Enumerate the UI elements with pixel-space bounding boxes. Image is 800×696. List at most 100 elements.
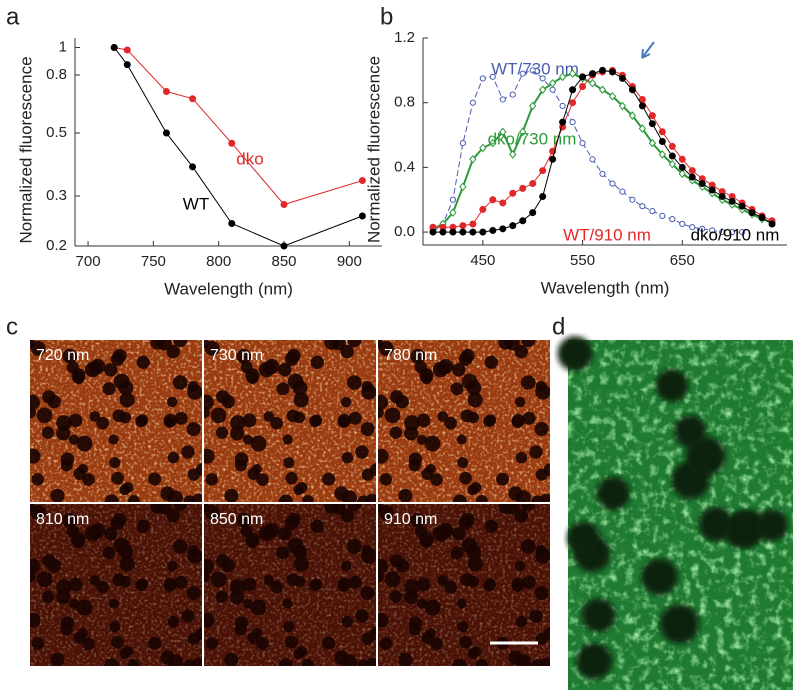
marker: [668, 142, 676, 150]
marker: [189, 95, 197, 103]
marker: [589, 70, 597, 78]
cell: [56, 579, 72, 595]
marker: [509, 189, 517, 197]
marker: [228, 220, 236, 228]
series-label: dko: [236, 149, 263, 168]
cell: [230, 579, 246, 595]
cell: [76, 435, 93, 452]
marker: [689, 224, 696, 231]
marker: [499, 199, 507, 207]
panel-label: d: [552, 313, 565, 340]
cell: [205, 637, 218, 650]
cell: [476, 494, 488, 502]
cell: [322, 472, 336, 486]
cell: [724, 513, 760, 549]
cell: [755, 509, 788, 542]
cell: [466, 380, 482, 396]
marker: [638, 95, 646, 103]
cell: [122, 482, 134, 493]
cell: [341, 451, 354, 464]
cell: [410, 348, 426, 364]
cell: [514, 508, 528, 523]
cell: [110, 352, 125, 366]
cell: [283, 457, 295, 469]
cell: [293, 556, 309, 572]
marker: [668, 159, 676, 169]
cell: [104, 527, 118, 541]
cell: [285, 471, 298, 485]
marker: [519, 70, 526, 77]
cell: [76, 599, 93, 616]
cell: [187, 468, 200, 481]
cell: [410, 512, 426, 528]
cell: [347, 340, 362, 348]
marker: [738, 202, 746, 210]
cell: [450, 546, 464, 560]
cell: [109, 621, 121, 633]
cell: [452, 527, 466, 541]
cell: [340, 396, 352, 408]
marker: [569, 99, 577, 107]
x-tick-label: 700: [76, 253, 101, 270]
marker: [489, 196, 497, 204]
panel-label: c: [6, 313, 18, 340]
cell: [263, 411, 275, 422]
tile: [378, 340, 550, 502]
cell: [258, 525, 275, 542]
cell: [73, 631, 86, 644]
cell: [82, 637, 95, 650]
marker: [638, 102, 646, 110]
cell: [136, 578, 149, 590]
marker: [123, 61, 131, 69]
cell: [73, 467, 86, 480]
cell: [278, 527, 292, 541]
y-tick-label: 1.2: [394, 29, 415, 46]
cell: [484, 414, 497, 426]
cell: [240, 361, 253, 374]
cell: [348, 575, 362, 589]
cell: [173, 504, 188, 512]
cell: [187, 380, 199, 392]
marker: [648, 138, 657, 148]
cell: [283, 621, 295, 633]
cell: [84, 525, 101, 542]
panel-label: b: [380, 3, 393, 30]
cell: [234, 623, 247, 636]
cell: [365, 657, 376, 666]
marker: [509, 150, 517, 159]
cell: [444, 416, 457, 430]
series-label: dko/730 nm: [488, 129, 577, 148]
y-tick-label: 0.5: [46, 124, 67, 141]
cell: [174, 411, 188, 425]
marker: [469, 228, 477, 236]
cell: [511, 577, 526, 592]
cell: [166, 396, 178, 408]
cell: [341, 654, 357, 666]
marker: [678, 163, 686, 171]
cell: [250, 599, 267, 616]
cell: [102, 546, 116, 560]
y-tick-label: 0.0: [394, 223, 415, 240]
cell: [102, 382, 116, 396]
cell: [136, 355, 150, 369]
marker: [599, 170, 606, 177]
image-panel-d: [557, 336, 793, 690]
marker: [698, 180, 706, 188]
cell: [520, 375, 536, 390]
cell: [270, 416, 283, 430]
marker: [768, 220, 776, 228]
cell: [230, 415, 246, 431]
cell: [296, 646, 308, 657]
marker: [123, 46, 131, 54]
marker: [489, 138, 497, 148]
marker: [519, 217, 527, 225]
series-label: WT/910 nm: [563, 225, 651, 244]
tile-label: 730 nm: [210, 347, 263, 364]
tile-label: 720 nm: [36, 347, 89, 364]
cell: [187, 632, 200, 645]
marker: [429, 228, 437, 236]
cell: [109, 457, 121, 469]
cell: [421, 631, 434, 644]
marker: [609, 180, 616, 187]
marker: [459, 182, 467, 192]
